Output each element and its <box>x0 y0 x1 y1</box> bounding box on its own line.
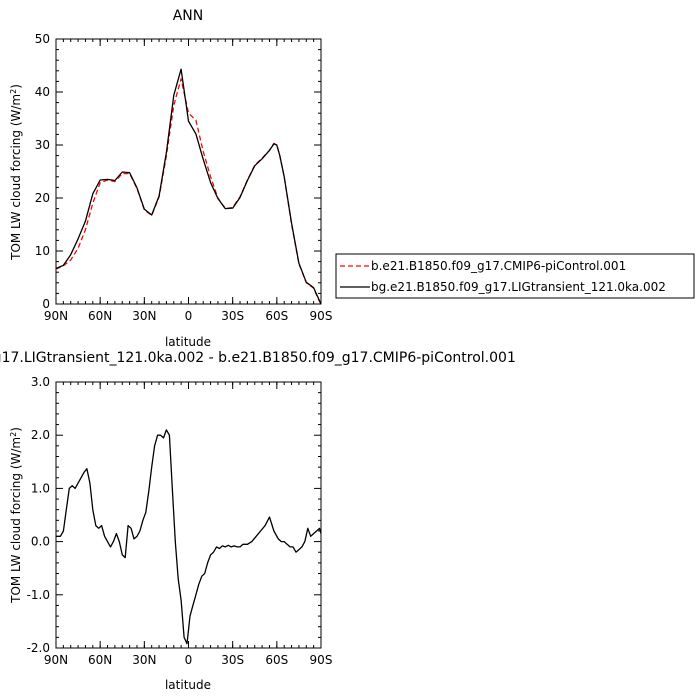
top-x-tick-label: 0 <box>185 309 193 323</box>
top-x-axis-label: latitude <box>165 335 211 349</box>
bottom-x-tick-label: 0 <box>185 653 193 667</box>
legend-box <box>335 253 695 299</box>
bottom-x-tick-label: 30N <box>132 653 156 667</box>
top-chart-title: ANN <box>173 8 204 24</box>
top-x-tick-label: 90S <box>310 309 333 323</box>
top-y-axis-label: TOM LW cloud forcing (W/m2) <box>9 84 24 261</box>
bottom-x-tick-label: 30S <box>221 653 244 667</box>
top-y-tick-label: 50 <box>35 32 50 46</box>
bottom-y-tick-label: 2.0 <box>31 428 50 442</box>
bottom-x-axis-label: latitude <box>165 678 211 692</box>
top-y-tick-label: 30 <box>35 138 50 152</box>
top-series-line-1 <box>55 68 322 305</box>
bottom-series-line-0 <box>56 429 322 645</box>
top-y-tick-label: 0 <box>42 297 50 311</box>
bottom-x-tick-label: 60S <box>265 653 288 667</box>
bottom-x-tick-label: 90S <box>310 653 333 667</box>
legend-label-ligtransient: bg.e21.B1850.f09_g17.LIGtransient_121.0k… <box>371 280 666 294</box>
bottom-y-tick-label: -2.0 <box>27 641 50 655</box>
bottom-x-tick-label: 60N <box>88 653 112 667</box>
bottom-y-tick-label: 1.0 <box>31 481 50 495</box>
top-plot-frame <box>55 38 322 305</box>
bottom-y-tick-label: 0.0 <box>31 535 50 549</box>
top-x-tick-label: 30S <box>221 309 244 323</box>
bottom-panel: bg.e21.B1850.f09_g17.LIGtransient_121.0k… <box>0 350 516 692</box>
top-x-tick-label: 60S <box>265 309 288 323</box>
top-x-tick-label: 90N <box>44 309 68 323</box>
top-y-tick-label: 20 <box>35 191 50 205</box>
bottom-y-tick-label: 3.0 <box>31 375 50 389</box>
top-y-tick-label: 10 <box>35 244 50 258</box>
top-series-line-0 <box>55 78 322 305</box>
bottom-x-tick-label: 90N <box>44 653 68 667</box>
bottom-y-axis-label: TOM LW cloud forcing (W/m2) <box>9 427 24 604</box>
top-x-tick-label: 60N <box>88 309 112 323</box>
bottom-plot-frame <box>55 381 322 649</box>
top-x-tick-label: 30N <box>132 309 156 323</box>
bottom-y-tick-label: -1.0 <box>27 588 50 602</box>
legend: b.e21.B1850.f09_g17.CMIP6-piControl.001 … <box>335 253 695 299</box>
bottom-plot-area: 90N 60N 30N 0 30S 60S 90S -2.0 -1.0 0.0 1.0 2.0 3.0 <box>27 375 333 667</box>
top-plot-area: 90N 60N 30N 0 30S 60S 90S 0 10 20 30 40 50 <box>35 32 333 323</box>
top-panel: ANN 90N 60N 30N 0 30S 60S 90S 0 10 20 30 40 50 latit… <box>9 8 333 349</box>
top-y-tick-label: 40 <box>35 85 50 99</box>
bottom-chart-title: bg.e21.B1850.f09_g17.LIGtransient_121.0k… <box>0 350 516 366</box>
legend-label-picontrol: b.e21.B1850.f09_g17.CMIP6-piControl.001 <box>371 259 626 273</box>
